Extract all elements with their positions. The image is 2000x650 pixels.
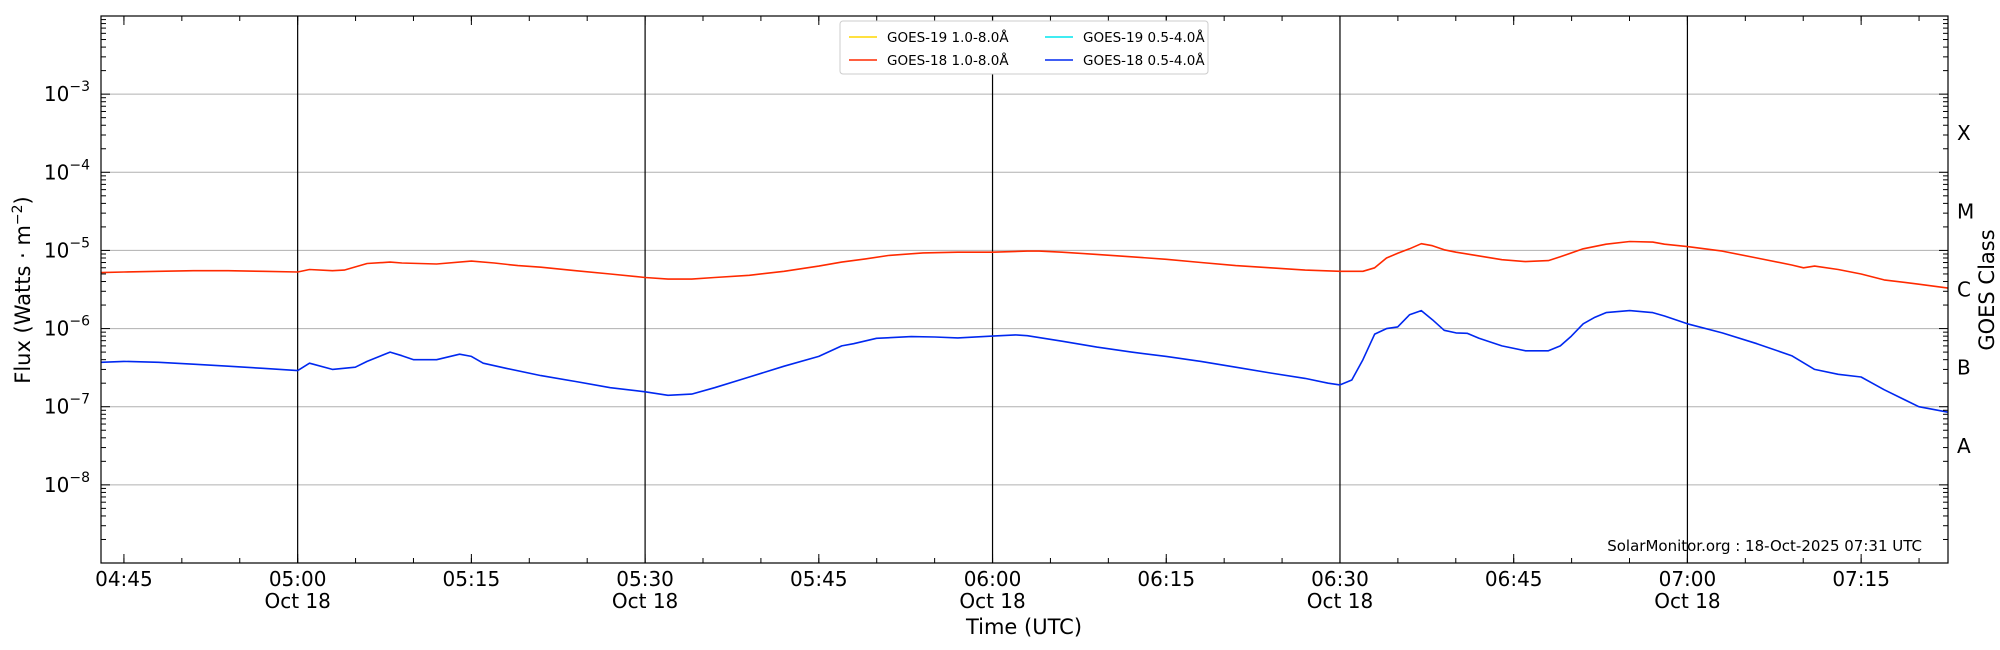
x-tick-label: 07:00 bbox=[1659, 567, 1717, 591]
x-tick-label: 06:15 bbox=[1137, 567, 1195, 591]
series-line-goes-18-1-0-8-0 bbox=[100, 240, 1949, 289]
axis-ticks bbox=[101, 16, 1948, 564]
x-tick-label: 06:30 bbox=[1311, 567, 1369, 591]
y-tick-labels: 10−8 10−7 10−6 10−5 10−4 10−3 bbox=[44, 79, 90, 497]
goes-class-label: A bbox=[1957, 434, 1971, 458]
legend-label: GOES-19 1.0-8.0Å bbox=[887, 29, 1009, 46]
y-tick-label: 10−8 bbox=[44, 470, 90, 497]
y-tick-label: 10−3 bbox=[44, 79, 90, 106]
x-tick-label: 05:00 bbox=[269, 567, 327, 591]
y2-axis-title: GOES Class bbox=[1975, 229, 1999, 350]
x-axis-title: Time (UTC) bbox=[965, 615, 1082, 639]
x-tick-label: 05:30 bbox=[616, 567, 674, 591]
legend-box bbox=[839, 20, 1209, 75]
y-tick-label: 10−5 bbox=[44, 235, 90, 262]
series-line-goes-18-0-5-4-0 bbox=[100, 309, 1949, 413]
y-tick-label: 10−7 bbox=[44, 392, 90, 419]
x-tick-label: 07:15 bbox=[1832, 567, 1890, 591]
y-tick-label: 10−6 bbox=[44, 314, 90, 341]
legend: GOES-19 1.0-8.0Å GOES-18 1.0-8.0Å GOES-19 … bbox=[839, 20, 1209, 75]
goes-class-label: B bbox=[1957, 356, 1971, 380]
y-axis-title: Flux (Watts · m−2) bbox=[10, 196, 35, 384]
x-tick-label: 06:45 bbox=[1485, 567, 1543, 591]
x-tick-label: 05:15 bbox=[443, 567, 501, 591]
x-tick-date-label: Oct 18 bbox=[1307, 589, 1373, 613]
x-tick-label: 06:00 bbox=[964, 567, 1022, 591]
x-tick-label: 05:45 bbox=[790, 567, 848, 591]
x-tick-date-label: Oct 18 bbox=[612, 589, 678, 613]
x-tick-date-label: Oct 18 bbox=[264, 589, 330, 613]
y-tick-label: 10−4 bbox=[44, 157, 90, 184]
series-lines bbox=[100, 240, 1949, 413]
goes-class-label: C bbox=[1957, 278, 1971, 302]
x-tick-date-label: Oct 18 bbox=[959, 589, 1025, 613]
legend-label: GOES-19 0.5-4.0Å bbox=[1083, 29, 1205, 46]
goes-class-label: M bbox=[1957, 199, 1974, 223]
legend-label: GOES-18 1.0-8.0Å bbox=[887, 52, 1009, 69]
credit-text: SolarMonitor.org : 18-Oct-2025 07:31 UTC bbox=[1607, 537, 1922, 555]
x-tick-label: 04:45 bbox=[95, 567, 153, 591]
goes-class-labels: A B C M X bbox=[1957, 121, 1974, 458]
plot-frame bbox=[100, 15, 1949, 564]
day-marker-lines bbox=[297, 16, 1689, 563]
legend-label: GOES-18 0.5-4.0Å bbox=[1083, 52, 1205, 69]
x-tick-date-label: Oct 18 bbox=[1654, 589, 1720, 613]
goes-class-label: X bbox=[1957, 121, 1971, 145]
